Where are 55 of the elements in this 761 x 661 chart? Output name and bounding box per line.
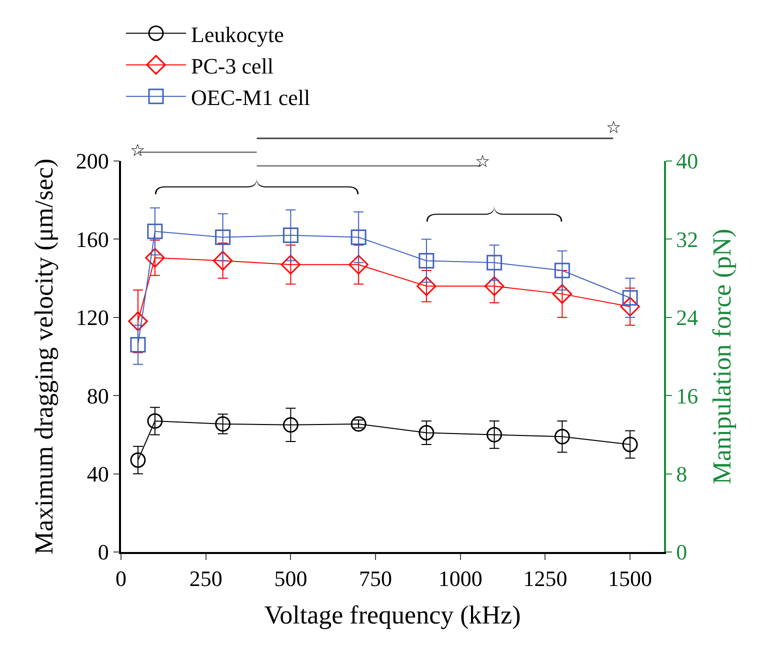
x-tick-label: 1000 (438, 566, 482, 592)
y-tick-label: 120 (76, 305, 109, 330)
text: ☆ (606, 118, 622, 138)
x-tick-label: 0 (116, 566, 126, 592)
point (130, 337, 146, 353)
x-tick-label: 1500 (608, 566, 652, 592)
point (416, 276, 436, 296)
point (622, 436, 638, 452)
y-tick-label: 80 (86, 383, 109, 408)
point (280, 254, 301, 274)
y2-tick-label: 0 (676, 540, 688, 565)
y-tick-label: 0 (98, 540, 109, 565)
point (486, 254, 502, 270)
point (622, 290, 638, 306)
y-axis-title: Maximum dragging velocity (μm/sec) (30, 158, 59, 554)
x-tick-label: 750 (359, 566, 392, 592)
point (620, 296, 640, 316)
point (348, 254, 368, 274)
y2-tick-label: 8 (676, 462, 688, 486)
legend-label: OEC-M1 cell (191, 85, 310, 110)
point (145, 248, 165, 268)
x-axis-title: Voltage frequency (kHz) (264, 600, 521, 630)
x-tick-label: 500 (274, 566, 308, 592)
point (554, 262, 570, 278)
point (484, 276, 504, 296)
point (130, 452, 146, 468)
x-tick-label: 250 (189, 566, 222, 592)
y2-axis-title: Manipulation force (pN) (707, 228, 736, 484)
y-tick-label: 160 (76, 226, 109, 252)
y-tick-label: 40 (86, 462, 109, 486)
annotation: ☆ (475, 152, 490, 172)
y2-tick-label: 40 (676, 148, 698, 174)
point (554, 428, 570, 444)
x-tick-label: 1250 (523, 566, 568, 592)
point (147, 224, 163, 240)
point (350, 416, 366, 432)
point (552, 284, 572, 304)
point (418, 252, 434, 268)
y2-tick-label: 32 (676, 226, 698, 252)
point (282, 417, 298, 433)
legend-label: Leukocyte (191, 22, 284, 47)
point (350, 230, 366, 245)
point (147, 413, 163, 429)
y-tick-label: 200 (76, 148, 109, 174)
point (212, 250, 233, 271)
y2-tick-label: 24 (676, 305, 698, 330)
point (128, 311, 148, 332)
legend-label: PC-3 cell (191, 53, 274, 78)
point (486, 426, 502, 442)
point (215, 230, 231, 245)
y2-tick-label: 16 (676, 383, 698, 408)
point (282, 228, 298, 244)
annotation: ☆ (130, 141, 146, 161)
point (215, 416, 231, 432)
point (418, 425, 434, 440)
